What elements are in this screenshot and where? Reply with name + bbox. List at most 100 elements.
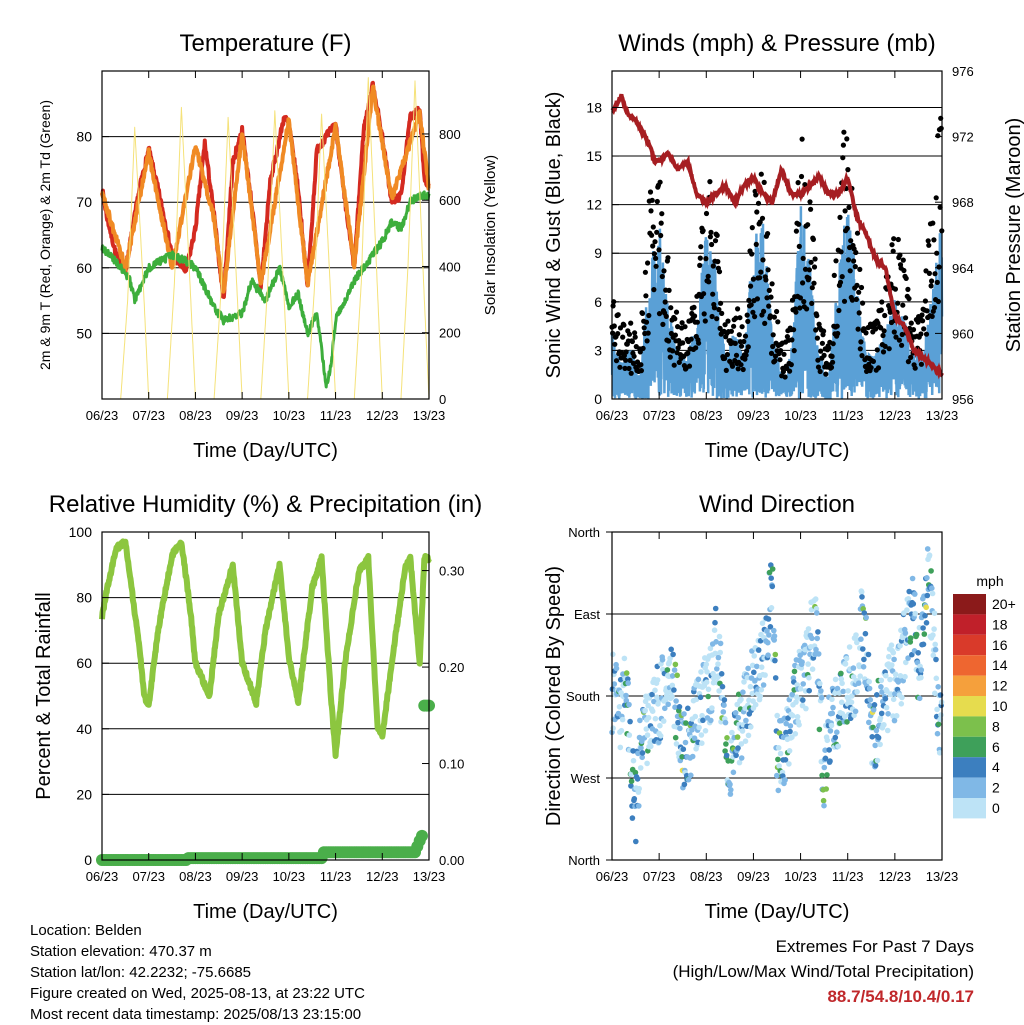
direction-point: [675, 719, 681, 726]
direction-point: [671, 687, 677, 693]
gust-point: [899, 331, 905, 338]
gust-point: [626, 331, 633, 337]
direction-point: [809, 666, 816, 672]
y2-tick-label: 0.30: [439, 564, 464, 579]
direction-point: [776, 763, 782, 769]
gust-point: [837, 279, 844, 285]
direction-point: [610, 651, 616, 658]
direction-point: [932, 690, 938, 697]
direction-point: [935, 721, 942, 727]
direction-point: [898, 701, 905, 707]
gust-point: [834, 323, 840, 329]
gust-point: [763, 277, 769, 283]
y2-tick-label: 0.10: [439, 757, 464, 772]
gust-point: [853, 296, 860, 302]
y-tick-label: East: [574, 607, 600, 622]
direction-point: [722, 719, 729, 726]
direction-point: [905, 655, 911, 661]
gust-point: [855, 326, 861, 332]
direction-point: [740, 689, 746, 695]
gust-point: [778, 348, 784, 354]
direction-point: [677, 725, 683, 732]
direction-point: [929, 590, 936, 597]
direction-point: [853, 632, 859, 638]
gust-point: [707, 179, 713, 185]
x-tick-label: 10/23: [784, 408, 817, 423]
gust-point: [749, 251, 755, 257]
gust-point: [770, 343, 776, 350]
y-axis-label-3: Direction (Colored By Speed): [543, 566, 565, 826]
gust-point: [815, 364, 822, 370]
direction-point: [805, 661, 811, 667]
direction-point: [649, 691, 655, 698]
precip-point: [416, 829, 428, 842]
direction-point: [797, 686, 804, 692]
gust-point: [931, 237, 937, 243]
gust-point: [922, 298, 929, 304]
direction-point: [848, 699, 855, 705]
direction-point: [774, 712, 780, 719]
gust-point: [823, 371, 829, 377]
direction-point: [623, 697, 630, 704]
gust-point: [735, 306, 741, 312]
gust-point: [649, 232, 655, 238]
direction-point: [828, 722, 835, 729]
direction-point: [722, 748, 728, 754]
gust-point: [797, 305, 803, 311]
gust-point: [643, 293, 649, 299]
direction-point: [716, 633, 723, 640]
gust-point: [750, 276, 757, 282]
legend-label: 10: [992, 698, 1008, 714]
direction-point: [767, 624, 774, 630]
direction-point: [774, 772, 780, 779]
gust-point: [722, 355, 728, 361]
direction-point: [879, 689, 885, 695]
extremes-panel: Extremes For Past 7 Days (High/Low/Max W…: [673, 934, 974, 1009]
direction-point: [846, 644, 853, 650]
legend-swatch: [953, 696, 986, 717]
gust-point: [613, 358, 620, 364]
gust-point: [643, 319, 650, 325]
direction-point: [934, 706, 940, 713]
direction-point: [785, 715, 791, 721]
gust-point: [793, 309, 799, 315]
y-tick-label: 70: [76, 194, 92, 210]
direction-point: [742, 738, 749, 744]
direction-point: [803, 705, 809, 712]
y2-tick-label: 968: [952, 195, 974, 210]
gust-point: [821, 352, 827, 358]
direction-point: [921, 631, 928, 637]
direction-point: [723, 752, 730, 759]
x-tick-label: 13/23: [926, 869, 959, 884]
chart-title-1: Winds (mph) & Pressure (mb): [618, 30, 935, 57]
gust-point: [712, 238, 719, 244]
direction-point: [758, 687, 765, 693]
gust-point: [829, 353, 835, 359]
gust-point: [932, 271, 938, 277]
gust-point: [667, 354, 673, 360]
x-tick-label: 11/23: [320, 408, 352, 423]
gust-point: [800, 255, 806, 261]
y2-tick-label: 976: [952, 64, 974, 79]
gust-point: [787, 368, 793, 374]
gust-point: [882, 343, 888, 349]
direction-point: [697, 694, 704, 701]
gust-point: [738, 362, 744, 368]
direction-point: [800, 681, 806, 687]
direction-point: [912, 610, 918, 617]
direction-point: [715, 654, 722, 661]
direction-point: [683, 720, 689, 726]
legend-swatch: [953, 594, 986, 615]
gust-point: [900, 257, 906, 263]
gust-point: [771, 314, 778, 320]
gust-point: [679, 320, 685, 326]
gust-point: [806, 275, 812, 281]
direction-point: [907, 635, 914, 641]
direction-point: [855, 680, 862, 686]
legend-label: 20+: [992, 596, 1016, 612]
gust-point: [640, 345, 646, 351]
gust-point: [761, 308, 767, 314]
direction-point: [736, 759, 743, 766]
direction-point: [704, 669, 710, 675]
legend-title: mph: [976, 573, 1003, 589]
